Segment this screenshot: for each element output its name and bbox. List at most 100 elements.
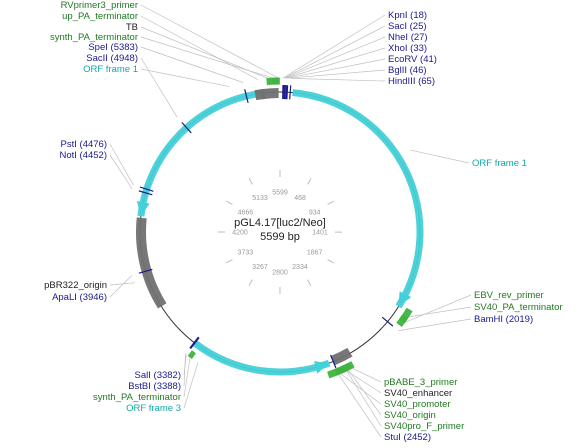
bstbi-3388-label: BstBI (3388): [128, 381, 181, 392]
leader-line: [287, 58, 386, 79]
pbabe-3-primer-label: pBABE_3_primer: [384, 377, 457, 388]
up-pa-terminator-label: up_PA_terminator: [62, 11, 138, 22]
tick-label: 3267: [252, 264, 268, 271]
up-pa-terminator-arc: [254, 88, 266, 101]
psti-4476-label: PstI (4476): [61, 139, 107, 150]
sv40-origin-label: SV40_origin: [384, 410, 436, 421]
pbabe-3-primer-arc: [346, 361, 355, 370]
synth-pa-terminator-label: synth_PA_terminator: [93, 392, 181, 403]
tb-arc: [260, 88, 279, 100]
leader-line: [109, 154, 133, 190]
kpni-18-label: KpnI (18): [388, 10, 427, 21]
ecorv-41-label: EcoRV (41): [388, 54, 437, 65]
bstbi-site-mark: [189, 336, 199, 349]
leader-line: [183, 362, 199, 409]
tick-label: 2800: [272, 270, 288, 277]
sv40-promoter-label: SV40_promoter: [384, 399, 451, 410]
pbr322-origin-label: pBR322_origin: [44, 280, 107, 291]
tick-mark: [226, 200, 233, 205]
orf-frame-3-arrowhead: [314, 361, 330, 374]
leader-line: [140, 46, 244, 83]
rvprimer3-primer-arc: [272, 77, 280, 85]
orf-frame-1-arrowhead: [136, 200, 150, 217]
leader-line: [340, 373, 382, 405]
orf-frame-3-label: ORF frame 3: [126, 403, 181, 414]
orf-frame-1-arc: [137, 89, 262, 217]
plasmid-length: 5599 bp: [260, 231, 300, 243]
leader-line: [183, 353, 186, 387]
sv40-pa-terminator-arc: [399, 307, 413, 323]
hindiii-site-mark: [289, 85, 292, 100]
feature-labels: RVprimer3_primerup_PA_terminatorTBsynth_…: [44, 0, 562, 443]
leader-line: [410, 149, 470, 164]
tick-label: 468: [294, 195, 306, 202]
leader-line: [140, 4, 279, 79]
leader-line: [109, 143, 134, 186]
xhoi-33-label: XhoI (33): [388, 43, 427, 54]
tick-mark: [248, 178, 253, 185]
psti-site-mark: [139, 186, 154, 192]
leader-line: [398, 318, 472, 331]
leader-line: [338, 374, 382, 438]
leader-line: [346, 370, 382, 394]
tick-label: 4666: [238, 209, 254, 216]
tick-mark: [327, 200, 334, 205]
spei-5383-label: SpeI (5383): [88, 42, 138, 53]
tick-mark: [327, 259, 334, 264]
sv40pro-f-primer-label: SV40pro_F_primer: [384, 421, 464, 432]
bamhi-site-mark: [381, 316, 394, 327]
orf-frame-1-arc: [292, 89, 424, 309]
sacii-4948-label: SacII (4948): [86, 53, 138, 64]
sv40-enhancer-label: SV40_enhancer: [384, 388, 452, 399]
leader-line: [140, 57, 178, 118]
bamhi-2019-label: BamHI (2019): [474, 314, 533, 325]
leader-line: [346, 370, 382, 427]
leader-line: [285, 47, 386, 79]
sv40-pa-terminator-label: SV40_PA_terminator: [474, 302, 563, 313]
tick-label: 5599: [272, 190, 288, 197]
tick-label: 1401: [312, 230, 328, 237]
restriction-site-marks: [138, 85, 394, 369]
leader-line: [291, 78, 386, 82]
tick-mark: [307, 279, 312, 286]
noti-site-mark: [138, 190, 153, 196]
nhei-27-label: NheI (27): [388, 32, 428, 43]
leader-line: [140, 68, 230, 87]
ebv-rev-primer-label: EBV_rev_primer: [474, 290, 544, 301]
leader-line: [140, 15, 258, 80]
apali-site-mark: [138, 268, 153, 274]
synth-pa-terminator-label: synth_PA_terminator: [50, 32, 138, 43]
tick-label: 2334: [292, 264, 308, 271]
leader-line: [404, 294, 472, 323]
plasmid-name: pGL4.17[luc2/Neo]: [234, 217, 326, 229]
tick-label: 1867: [307, 250, 323, 257]
stui-2452-label: StuI (2452): [384, 432, 431, 443]
tick-label: 3733: [238, 249, 254, 256]
spei-site-mark: [244, 89, 249, 104]
leader-line: [109, 282, 135, 286]
sv40pro-f-primer-arc: [340, 363, 351, 373]
orf-frame-1-arrowhead: [398, 291, 412, 307]
leader-line: [284, 25, 386, 79]
tick-label: 4200: [232, 229, 248, 236]
tb-label: TB: [126, 22, 138, 33]
leader-line: [140, 36, 274, 79]
leader-line: [351, 367, 382, 383]
apali-3946-label: ApaLI (3946): [52, 292, 107, 303]
sv40-origin-arc: [331, 347, 353, 366]
tick-mark: [226, 259, 233, 264]
tick-label: 934: [309, 210, 321, 217]
saci-25-label: SacI (25): [388, 21, 427, 32]
orf-frame-3-arc: [192, 340, 331, 376]
feature-arcs: [136, 77, 424, 379]
leader-line: [287, 69, 386, 79]
xhoi-site-mark: [284, 85, 287, 100]
label-leader-lines: [109, 4, 472, 438]
bglii-site-mark: [286, 85, 289, 100]
orf-frame-1-label: ORF frame 1: [472, 158, 527, 169]
stui-site-mark: [330, 354, 337, 369]
leader-line: [109, 274, 133, 298]
leader-line: [284, 36, 386, 79]
rvprimer3-primer-label: RVprimer3_primer: [61, 0, 138, 11]
